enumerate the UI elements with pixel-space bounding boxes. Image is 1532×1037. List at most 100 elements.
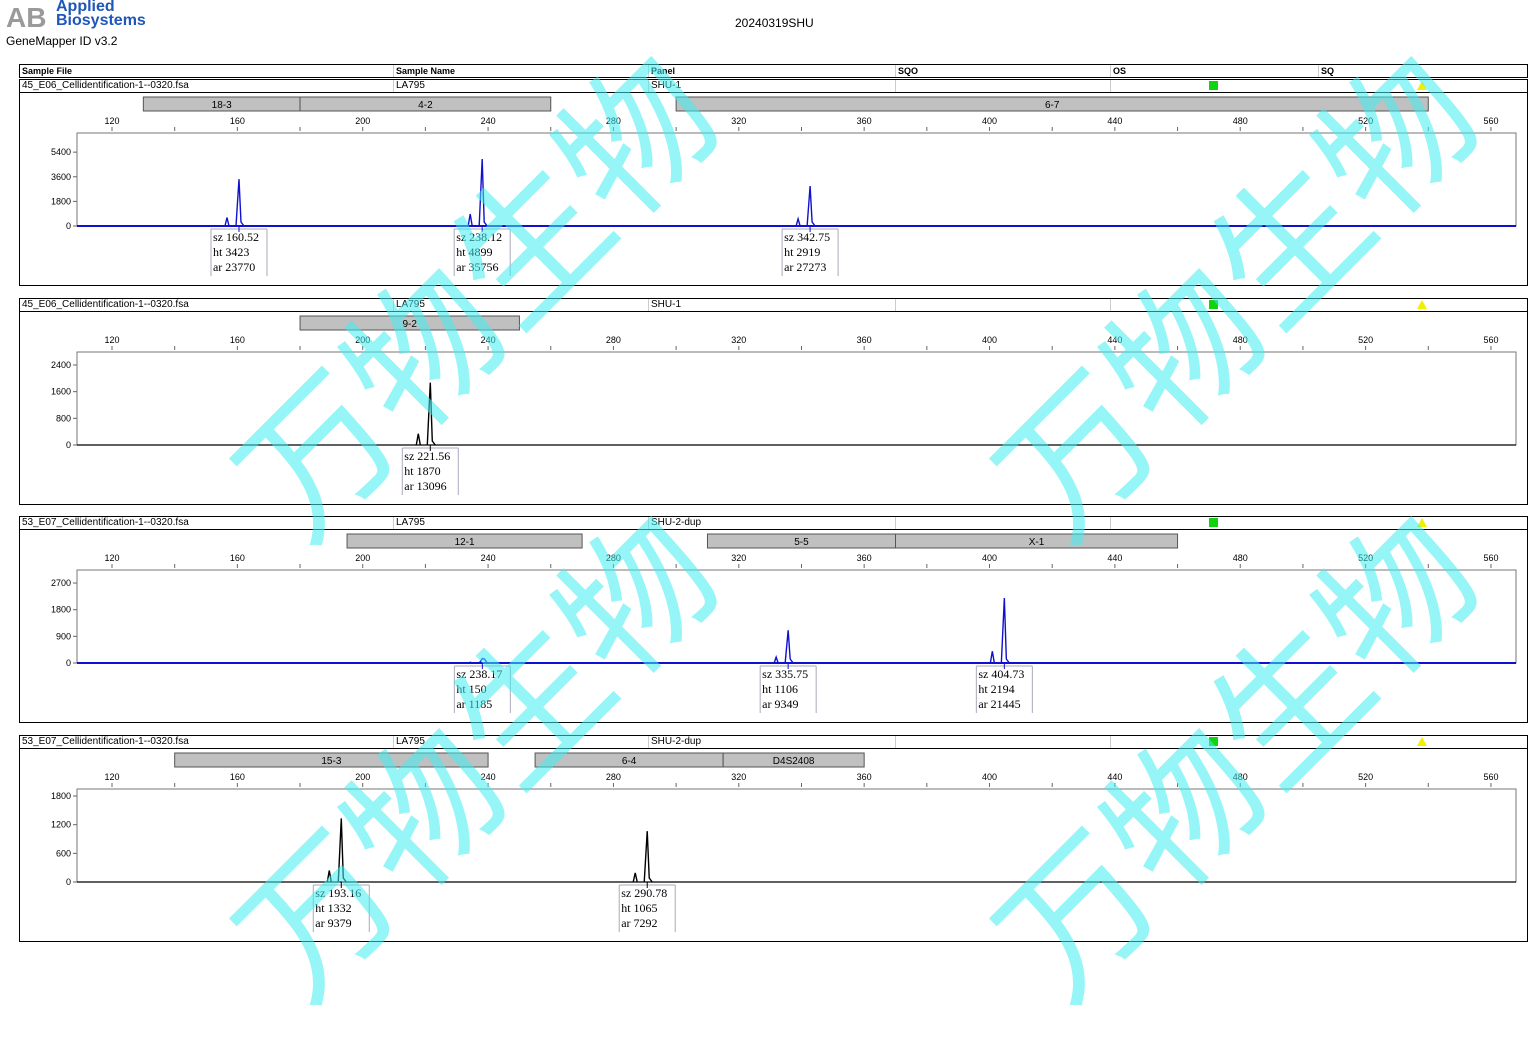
peak-ht-label: ht 150: [456, 682, 486, 696]
x-tick-label: 560: [1483, 116, 1498, 126]
allele-bin-bar: [299, 315, 520, 331]
peak: [467, 158, 488, 227]
allele-bin-label: 6-4: [622, 756, 637, 767]
peak-ar-label: ar 9349: [762, 697, 798, 711]
allele-bin-label: 12-1: [455, 537, 475, 548]
x-tick-label: 400: [982, 553, 997, 563]
x-tick-label: 200: [355, 335, 370, 345]
electropherogram-panel: 18-3 4-2 6-7 120 160 200 240 280 320 360 400 440 480…: [19, 93, 1528, 286]
peak-sz-label: sz 193.16: [315, 886, 361, 900]
x-tick-label: 400: [982, 335, 997, 345]
peak-sz-label: sz 335.75: [762, 667, 808, 681]
sample-row[interactable]: 45_E06_Cellidentification-1--0320.fsa LA…: [19, 298, 1528, 312]
y-tick-label: 2700: [51, 578, 71, 588]
y-tick-label: 5400: [51, 147, 71, 157]
x-tick-label: 160: [230, 335, 245, 345]
electropherogram-chart: 18-3 4-2 6-7 120 160 200 240 280 320 360 400 440 480…: [51, 96, 1517, 276]
os-status-green-square-icon: [1209, 300, 1218, 309]
allele-bin-label: 6-7: [1045, 100, 1060, 111]
col-sample-name[interactable]: Sample Name: [393, 65, 455, 77]
sample-row[interactable]: 45_E06_Cellidentification-1--0320.fsa LA…: [19, 79, 1528, 93]
y-tick-label: 0: [66, 440, 71, 450]
col-os[interactable]: OS: [1110, 65, 1126, 77]
sq-status-yellow-triangle-icon: [1417, 737, 1427, 746]
peak: [795, 186, 816, 227]
y-tick-label: 600: [56, 848, 71, 858]
sample-row[interactable]: 53_E07_Cellidentification-1--0320.fsa LA…: [19, 516, 1528, 530]
sqo-cell: [895, 299, 1110, 311]
x-tick-label: 480: [1233, 772, 1248, 782]
electropherogram-panel: 12-1 5-5 X-1 120 160 200 240 280 320 360 400 440 480…: [19, 530, 1528, 723]
y-tick-label: 3600: [51, 172, 71, 182]
peak-ht-label: ht 1870: [404, 464, 440, 478]
x-tick-label: 200: [355, 553, 370, 563]
electropherogram-panel: 15-3 6-4 D4S2408 120 160 200 240 280 320 360 400 44…: [19, 749, 1528, 942]
plot-area: [76, 788, 1517, 883]
y-tick-label: 0: [66, 221, 71, 231]
x-tick-label: 240: [481, 116, 496, 126]
x-tick-label: 360: [857, 772, 872, 782]
ab-logo-icon: AB: [6, 2, 46, 30]
y-tick-label: 2400: [51, 360, 71, 370]
allele-bin-bar: [346, 533, 583, 549]
allele-bin: 6-4: [534, 752, 724, 768]
allele-bin: 9-2: [299, 315, 520, 331]
col-sqo[interactable]: SQO: [895, 65, 918, 77]
peak-ht-label: ht 4899: [456, 245, 492, 259]
peak: [468, 657, 488, 664]
peak-ht-label: ht 2919: [784, 245, 820, 259]
sqo-cell: [895, 736, 1110, 748]
plot-area: [76, 569, 1517, 664]
x-tick-label: 360: [857, 553, 872, 563]
col-panel[interactable]: Panel: [648, 65, 675, 77]
y-tick-label: 900: [56, 631, 71, 641]
allele-bin-label: D4S2408: [773, 756, 815, 767]
sample-name: LA795: [393, 80, 425, 92]
y-tick-label: 800: [56, 413, 71, 423]
x-tick-label: 320: [731, 335, 746, 345]
x-tick-label: 520: [1358, 335, 1373, 345]
x-tick-label: 200: [355, 772, 370, 782]
peak-sz-label: sz 290.78: [621, 886, 667, 900]
peak-ht-label: ht 3423: [213, 245, 249, 259]
allele-bin-bar: [895, 533, 1179, 549]
applied-biosystems-logo: AB Applied Biosystems: [6, 0, 146, 34]
sqo-cell: [895, 80, 1110, 92]
peak: [224, 179, 245, 227]
peak-ar-label: ar 1185: [456, 697, 492, 711]
allele-bin: D4S2408: [722, 752, 865, 768]
y-tick-label: 1800: [51, 196, 71, 206]
x-tick-label: 400: [982, 772, 997, 782]
sample-name: LA795: [393, 517, 425, 529]
sample-row[interactable]: 53_E07_Cellidentification-1--0320.fsa LA…: [19, 735, 1528, 749]
peak-sz-label: sz 160.52: [213, 230, 259, 244]
os-cell: [1110, 517, 1318, 529]
panel-name: SHU-1: [648, 299, 681, 311]
x-tick-label: 320: [731, 116, 746, 126]
col-sq[interactable]: SQ: [1318, 65, 1334, 77]
plot-area: [76, 132, 1517, 227]
peak-ar-label: ar 9379: [315, 916, 351, 930]
peak: [773, 630, 794, 664]
x-tick-label: 440: [1107, 335, 1122, 345]
allele-bin: 6-7: [675, 96, 1429, 112]
y-tick-label: 1200: [51, 820, 71, 830]
allele-bin-label: 5-5: [794, 537, 809, 548]
app-version: GeneMapper ID v3.2: [6, 34, 118, 48]
allele-bin-label: 15-3: [321, 756, 341, 767]
col-sample-file[interactable]: Sample File: [22, 66, 73, 76]
sample-file: 53_E07_Cellidentification-1--0320.fsa: [22, 517, 189, 528]
allele-bin: 15-3: [174, 752, 489, 768]
x-tick-label: 440: [1107, 553, 1122, 563]
x-tick-label: 280: [606, 335, 621, 345]
allele-bin-label: 4-2: [418, 100, 433, 111]
x-tick-label: 160: [230, 772, 245, 782]
peak-ar-label: ar 7292: [621, 916, 657, 930]
x-tick-label: 560: [1483, 553, 1498, 563]
x-tick-label: 240: [481, 335, 496, 345]
report-title: 20240319SHU: [735, 16, 814, 30]
